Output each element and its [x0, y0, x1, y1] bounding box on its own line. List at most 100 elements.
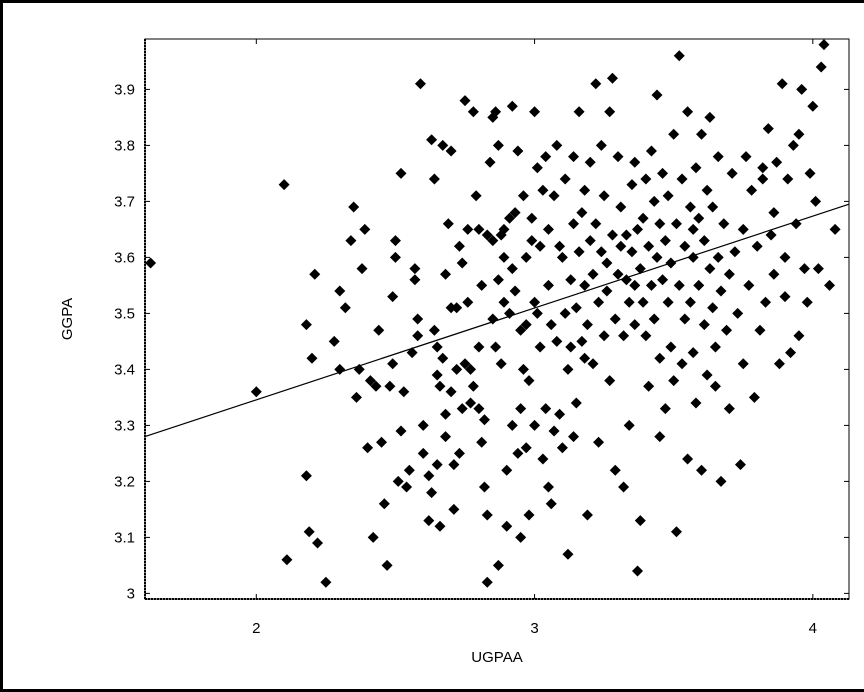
data-point: [743, 279, 755, 291]
data-point: [250, 386, 262, 398]
data-point: [453, 240, 465, 252]
data-point: [612, 268, 624, 280]
x-axis-label: UGPAA: [471, 649, 522, 666]
data-point: [359, 223, 371, 235]
data-point: [490, 106, 502, 118]
data-point: [370, 380, 382, 392]
data-point: [601, 257, 613, 269]
data-point: [440, 408, 452, 420]
data-point: [604, 375, 616, 387]
data-point: [440, 268, 452, 280]
data-point: [334, 285, 346, 297]
data-point: [798, 263, 810, 275]
data-point: [673, 279, 685, 291]
data-point: [643, 380, 655, 392]
y-tick-label: 3.6: [114, 249, 135, 266]
data-point: [509, 207, 521, 219]
data-point: [623, 419, 635, 431]
data-point: [709, 341, 721, 353]
data-point: [506, 100, 518, 112]
data-point: [534, 341, 546, 353]
data-point: [492, 139, 504, 151]
data-point: [807, 100, 819, 112]
data-point: [526, 235, 538, 247]
data-point: [632, 223, 644, 235]
data-point: [659, 403, 671, 415]
data-point: [392, 475, 404, 487]
x-tick-label: 3: [530, 620, 538, 637]
data-point: [456, 257, 468, 269]
data-point: [504, 212, 516, 224]
data-point: [540, 403, 552, 415]
data-point: [509, 285, 521, 297]
data-point: [615, 240, 627, 252]
data-point: [757, 162, 769, 174]
data-point: [604, 106, 616, 118]
data-point: [517, 363, 529, 375]
data-point: [579, 184, 591, 196]
data-point: [609, 313, 621, 325]
data-point: [576, 335, 588, 347]
data-point: [801, 296, 813, 308]
data-point: [465, 397, 477, 409]
data-point: [659, 235, 671, 247]
data-point: [565, 341, 577, 353]
data-point: [389, 235, 401, 247]
y-tick-label: 3.9: [114, 81, 135, 98]
data-point: [581, 319, 593, 331]
data-point: [529, 419, 541, 431]
data-point: [812, 263, 824, 275]
data-point: [748, 391, 760, 403]
data-point: [757, 173, 769, 185]
data-point: [690, 397, 702, 409]
data-point: [818, 39, 830, 51]
data-point: [662, 190, 674, 202]
data-point: [654, 431, 666, 443]
data-point: [587, 358, 599, 370]
data-point: [556, 251, 568, 263]
data-point: [465, 363, 477, 375]
data-point: [793, 330, 805, 342]
data-point: [679, 240, 691, 252]
data-point: [579, 279, 591, 291]
data-point: [645, 145, 657, 157]
data-point: [623, 296, 635, 308]
data-point: [551, 335, 563, 347]
y-tick-label: 3.7: [114, 193, 135, 210]
data-point: [570, 302, 582, 314]
data-point: [459, 358, 471, 370]
data-point: [445, 386, 457, 398]
data-point: [512, 447, 524, 459]
data-point: [473, 341, 485, 353]
data-point: [657, 167, 669, 179]
data-point: [442, 218, 454, 230]
data-point: [824, 279, 836, 291]
data-point: [679, 313, 691, 325]
data-point: [829, 223, 841, 235]
data-point: [573, 106, 585, 118]
data-point: [389, 251, 401, 263]
data-point: [515, 324, 527, 336]
data-point: [601, 285, 613, 297]
data-point: [570, 397, 582, 409]
data-point: [648, 195, 660, 207]
data-point: [670, 218, 682, 230]
data-point: [437, 352, 449, 364]
data-point: [448, 459, 460, 471]
data-point: [568, 218, 580, 230]
data-point: [737, 223, 749, 235]
data-point: [645, 279, 657, 291]
data-point: [606, 229, 618, 241]
data-point: [542, 223, 554, 235]
data-point: [704, 263, 716, 275]
data-point: [309, 268, 321, 280]
regression-line: [144, 203, 850, 438]
data-point: [668, 375, 680, 387]
data-point: [478, 414, 490, 426]
data-point: [562, 548, 574, 560]
data-point: [481, 509, 493, 521]
data-point: [345, 235, 357, 247]
data-point: [629, 279, 641, 291]
data-point: [373, 324, 385, 336]
y-tick-label: 3.8: [114, 137, 135, 154]
